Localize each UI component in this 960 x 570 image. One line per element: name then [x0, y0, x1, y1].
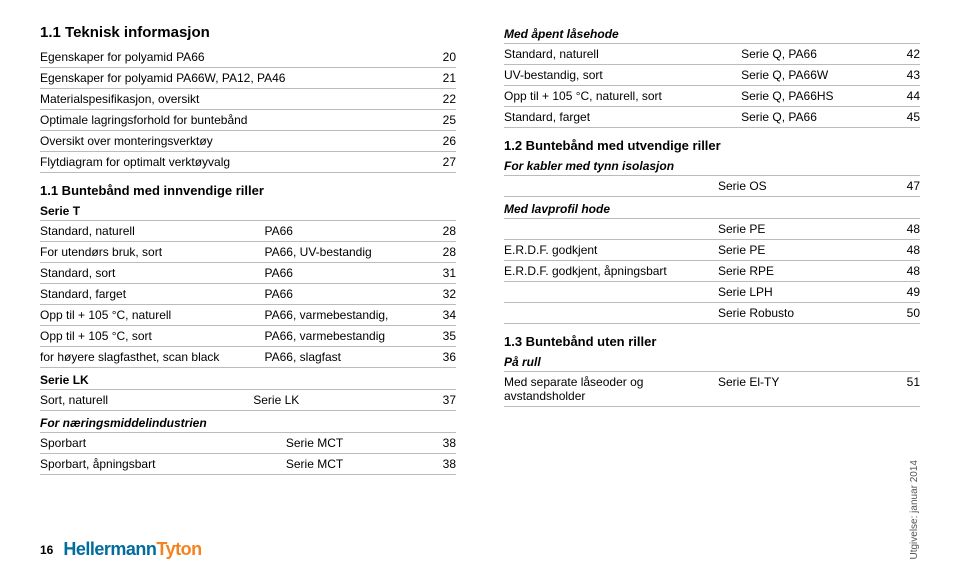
- intro-row-label: Oversikt over monteringsverktøy: [40, 131, 424, 152]
- toc-row-mid: Serie PE: [712, 240, 888, 261]
- toc-row-page: 38: [424, 433, 456, 454]
- toc-row-label: E.R.D.F. godkjent, åpningsbart: [504, 261, 712, 282]
- toc-row-label: Opp til + 105 °C, naturell, sort: [504, 86, 735, 107]
- toc-row-mid: Serie RPE: [712, 261, 888, 282]
- parull-label: På rull: [504, 352, 920, 372]
- logo-hellermann: Hellermann: [63, 539, 156, 560]
- toc-row-page: 50: [888, 303, 920, 324]
- lavprofil-label: Med lavprofil hode: [504, 199, 920, 219]
- intro-row-label: Flytdiagram for optimalt verktøyvalg: [40, 152, 424, 173]
- section-1-1-bunteband-title: 1.1 Buntebånd med innvendige riller: [40, 183, 456, 198]
- toc-row-page: 47: [888, 176, 920, 197]
- intro-row-page: 26: [424, 131, 456, 152]
- toc-row-mid: Serie LPH: [712, 282, 888, 303]
- kabler-table: Serie OS47: [504, 176, 920, 197]
- toc-row-page: 37: [424, 390, 456, 411]
- toc-row-page: 28: [424, 242, 456, 263]
- toc-row-label: [504, 303, 712, 324]
- toc-row-page: 35: [424, 326, 456, 347]
- serie-t-label: Serie T: [40, 201, 456, 221]
- intro-row-label: Materialspesifikasjon, oversikt: [40, 89, 424, 110]
- toc-row-page: 31: [424, 263, 456, 284]
- toc-row-mid: Serie OS: [712, 176, 888, 197]
- toc-row-page: 36: [424, 347, 456, 368]
- toc-row-page: 48: [888, 261, 920, 282]
- toc-row-label: for høyere slagfasthet, scan black: [40, 347, 259, 368]
- page-footer: 16 HellermannTyton Utgivelse: januar 201…: [40, 460, 920, 560]
- toc-row-label: Standard, naturell: [504, 44, 735, 65]
- toc-row-page: 48: [888, 219, 920, 240]
- toc-row-mid: Serie Q, PA66W: [735, 65, 888, 86]
- toc-row-page: 43: [888, 65, 920, 86]
- toc-row-mid: Serie LK: [247, 390, 424, 411]
- intro-row-page: 27: [424, 152, 456, 173]
- toc-row-label: Sort, naturell: [40, 390, 247, 411]
- toc-row-label: Standard, farget: [504, 107, 735, 128]
- toc-row-label: Opp til + 105 °C, naturell: [40, 305, 259, 326]
- toc-row-page: 32: [424, 284, 456, 305]
- section-1-1-title: 1.1 Teknisk informasjon: [40, 24, 456, 41]
- toc-row-mid: Serie MCT: [280, 433, 424, 454]
- page-number: 16: [40, 543, 53, 557]
- toc-row-label: E.R.D.F. godkjent: [504, 240, 712, 261]
- intro-row-page: 25: [424, 110, 456, 131]
- naeringsmiddel-label: For næringsmiddelindustrien: [40, 413, 456, 433]
- toc-row-mid: PA66, slagfast: [259, 347, 424, 368]
- toc-row-mid: PA66, varmebestandig,: [259, 305, 424, 326]
- toc-row-page: 42: [888, 44, 920, 65]
- apent-lasehode-table: Standard, naturellSerie Q, PA6642 UV-bes…: [504, 44, 920, 128]
- serie-lk-table: Sort, naturellSerie LK37: [40, 390, 456, 411]
- toc-row-page: 48: [888, 240, 920, 261]
- toc-row-mid: Serie Q, PA66: [735, 107, 888, 128]
- edition-text: Utgivelse: januar 2014: [909, 460, 920, 560]
- intro-row-label: Egenskaper for polyamid PA66W, PA12, PA4…: [40, 68, 424, 89]
- intro-table: Egenskaper for polyamid PA6620 Egenskape…: [40, 47, 456, 173]
- toc-row-label: Standard, naturell: [40, 221, 259, 242]
- toc-row-label: Standard, sort: [40, 263, 259, 284]
- toc-row-mid: Serie El-TY: [712, 372, 888, 407]
- toc-row-label: Sporbart: [40, 433, 280, 454]
- parull-table: Med separate låseoder og avstandsholderS…: [504, 372, 920, 407]
- toc-row-mid: PA66, varmebestandig: [259, 326, 424, 347]
- toc-row-label: [504, 219, 712, 240]
- lavprofil-table: Serie PE48 E.R.D.F. godkjentSerie PE48 E…: [504, 219, 920, 324]
- toc-row-page: 28: [424, 221, 456, 242]
- toc-row-label: Opp til + 105 °C, sort: [40, 326, 259, 347]
- toc-row-page: 34: [424, 305, 456, 326]
- serie-lk-label: Serie LK: [40, 370, 456, 390]
- toc-row-mid: PA66, UV-bestandig: [259, 242, 424, 263]
- hellermanntyton-logo: HellermannTyton: [63, 539, 201, 560]
- toc-row-label: Med separate låseoder og avstandsholder: [504, 372, 712, 407]
- toc-row-mid: Serie Q, PA66: [735, 44, 888, 65]
- apent-lasehode-label: Med åpent låsehode: [504, 24, 920, 44]
- intro-row-page: 20: [424, 47, 456, 68]
- section-1-2-title: 1.2 Buntebånd med utvendige riller: [504, 138, 920, 153]
- toc-row-label: [504, 282, 712, 303]
- section-1-3-title: 1.3 Buntebånd uten riller: [504, 334, 920, 349]
- kabler-label: For kabler med tynn isolasjon: [504, 156, 920, 176]
- toc-row-label: For utendørs bruk, sort: [40, 242, 259, 263]
- toc-row-mid: Serie Robusto: [712, 303, 888, 324]
- toc-row-label: Standard, farget: [40, 284, 259, 305]
- toc-row-mid: PA66: [259, 221, 424, 242]
- intro-row-page: 22: [424, 89, 456, 110]
- serie-t-table: Standard, naturellPA6628 For utendørs br…: [40, 221, 456, 368]
- toc-row-page: 51: [888, 372, 920, 407]
- toc-row-page: 45: [888, 107, 920, 128]
- toc-row-page: 44: [888, 86, 920, 107]
- toc-row-label: [504, 176, 712, 197]
- toc-row-mid: Serie PE: [712, 219, 888, 240]
- intro-row-page: 21: [424, 68, 456, 89]
- toc-row-mid: Serie Q, PA66HS: [735, 86, 888, 107]
- toc-row-mid: PA66: [259, 284, 424, 305]
- intro-row-label: Optimale lagringsforhold for buntebånd: [40, 110, 424, 131]
- toc-row-page: 49: [888, 282, 920, 303]
- toc-row-mid: PA66: [259, 263, 424, 284]
- intro-row-label: Egenskaper for polyamid PA66: [40, 47, 424, 68]
- logo-tyton: Tyton: [156, 539, 201, 560]
- toc-row-label: UV-bestandig, sort: [504, 65, 735, 86]
